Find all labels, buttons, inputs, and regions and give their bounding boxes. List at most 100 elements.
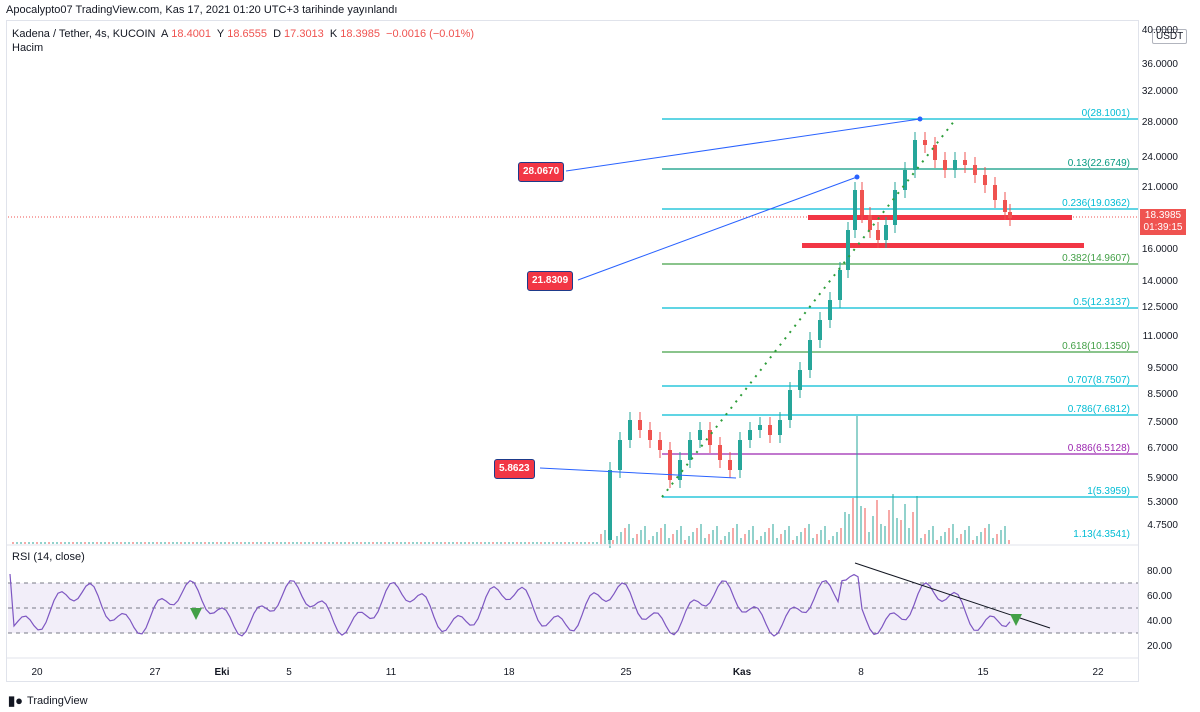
volume-bar: [460, 542, 462, 544]
volume-bar: [696, 528, 698, 544]
symbol-title[interactable]: Kadena / Tether, 4s, KUCOIN: [12, 28, 156, 40]
volume-bar: [824, 526, 826, 544]
support-zone-upper: [808, 215, 1072, 220]
volume-bar: [320, 542, 322, 544]
volume-bar: [584, 542, 586, 544]
volume-bar: [384, 542, 386, 544]
callout-mid[interactable]: 21.8309: [527, 271, 574, 291]
candle-body: [668, 450, 672, 480]
volume-bar: [60, 542, 62, 544]
volume-bar: [132, 542, 134, 544]
volume-bar: [768, 528, 770, 544]
volume-bar: [168, 542, 170, 544]
callout-high[interactable]: 28.0670: [518, 162, 565, 182]
price-axis-label: 21.0000: [1142, 182, 1179, 193]
volume-bar: [964, 530, 966, 544]
volume-bar: [464, 542, 466, 544]
volume-bar: [764, 532, 766, 544]
volume-bar: [172, 542, 174, 544]
close-value: 18.3985: [340, 28, 380, 40]
volume-bar: [116, 542, 118, 544]
volume-bar: [904, 504, 906, 544]
volume-bar: [876, 500, 878, 544]
time-axis-label: 20: [31, 667, 43, 678]
volume-bar: [900, 520, 902, 544]
candle-body: [748, 430, 752, 440]
candle-body: [838, 270, 842, 300]
volume-bar: [252, 542, 254, 544]
candle-body: [808, 340, 812, 370]
volume-bar: [416, 542, 418, 544]
volume-bar: [248, 542, 250, 544]
volume-bar: [568, 542, 570, 544]
anchor-point: [854, 174, 860, 180]
candle-body: [893, 190, 897, 225]
volume-bar: [772, 524, 774, 544]
volume-bar: [540, 542, 542, 544]
time-axis-label: Eki: [214, 667, 229, 678]
rsi-line: [9, 573, 1011, 637]
volume-bar: [968, 526, 970, 544]
volume-bar: [600, 534, 602, 544]
time-axis-label: 22: [1092, 667, 1104, 678]
volume-bar: [980, 532, 982, 544]
volume-bar: [848, 514, 850, 544]
rsi-axis-label: 40.00: [1147, 616, 1172, 627]
currency-button[interactable]: USDT: [1152, 29, 1188, 44]
candle-body: [638, 420, 642, 430]
volume-bar: [616, 536, 618, 544]
volume-bar: [364, 542, 366, 544]
volume-bar: [820, 530, 822, 544]
volume-bar: [704, 538, 706, 544]
tradingview-logo-icon: ▮●: [8, 693, 24, 708]
volume-bar: [504, 542, 506, 544]
volume-bar: [348, 542, 350, 544]
volume-bar: [996, 534, 998, 544]
volume-bar: [868, 532, 870, 544]
candle-body: [1003, 200, 1007, 212]
volume-bar: [80, 542, 82, 544]
price-axis-label: 16.0000: [1142, 244, 1179, 255]
volume-bar: [76, 542, 78, 544]
candle-body: [698, 430, 702, 440]
volume-bar: [856, 416, 858, 544]
price-axis-label: 28.0000: [1142, 117, 1179, 128]
price-axis-label: 12.5000: [1142, 302, 1179, 313]
support-zone-lower: [802, 243, 1084, 248]
volume-bar: [160, 542, 162, 544]
candle-body: [818, 320, 822, 340]
chart-frame[interactable]: [6, 20, 1139, 682]
volume-bar: [176, 542, 178, 544]
volume-bar: [852, 498, 854, 544]
volume-bar: [256, 542, 258, 544]
volume-bar: [388, 542, 390, 544]
volume-bar: [776, 538, 778, 544]
volume-bar: [204, 542, 206, 544]
footer-brand[interactable]: ▮● TradingView: [8, 693, 88, 708]
candle-body: [853, 190, 857, 230]
rsi-indicator-label[interactable]: RSI (14, close): [12, 551, 85, 563]
callout-low[interactable]: 5.8623: [494, 459, 535, 479]
volume-bar: [832, 536, 834, 544]
volume-bar: [652, 536, 654, 544]
volume-bar: [112, 542, 114, 544]
volume-bar: [908, 528, 910, 544]
volume-bar: [420, 542, 422, 544]
volume-bar: [860, 506, 862, 544]
volume-bar: [292, 542, 294, 544]
volume-bar: [744, 534, 746, 544]
volume-bar: [360, 542, 362, 544]
last-price-tag: 18.3985 01:39:15: [1140, 209, 1186, 235]
volume-bar: [408, 542, 410, 544]
volume-bar: [444, 542, 446, 544]
volume-bar: [688, 536, 690, 544]
volume-label[interactable]: Hacim: [12, 42, 44, 54]
volume-bar: [808, 524, 810, 544]
volume-bar: [724, 536, 726, 544]
low-value: 17.3013: [284, 28, 324, 40]
candle-body: [758, 425, 762, 430]
volume-bar: [612, 540, 614, 544]
volume-bar: [736, 524, 738, 544]
volume-bar: [780, 534, 782, 544]
